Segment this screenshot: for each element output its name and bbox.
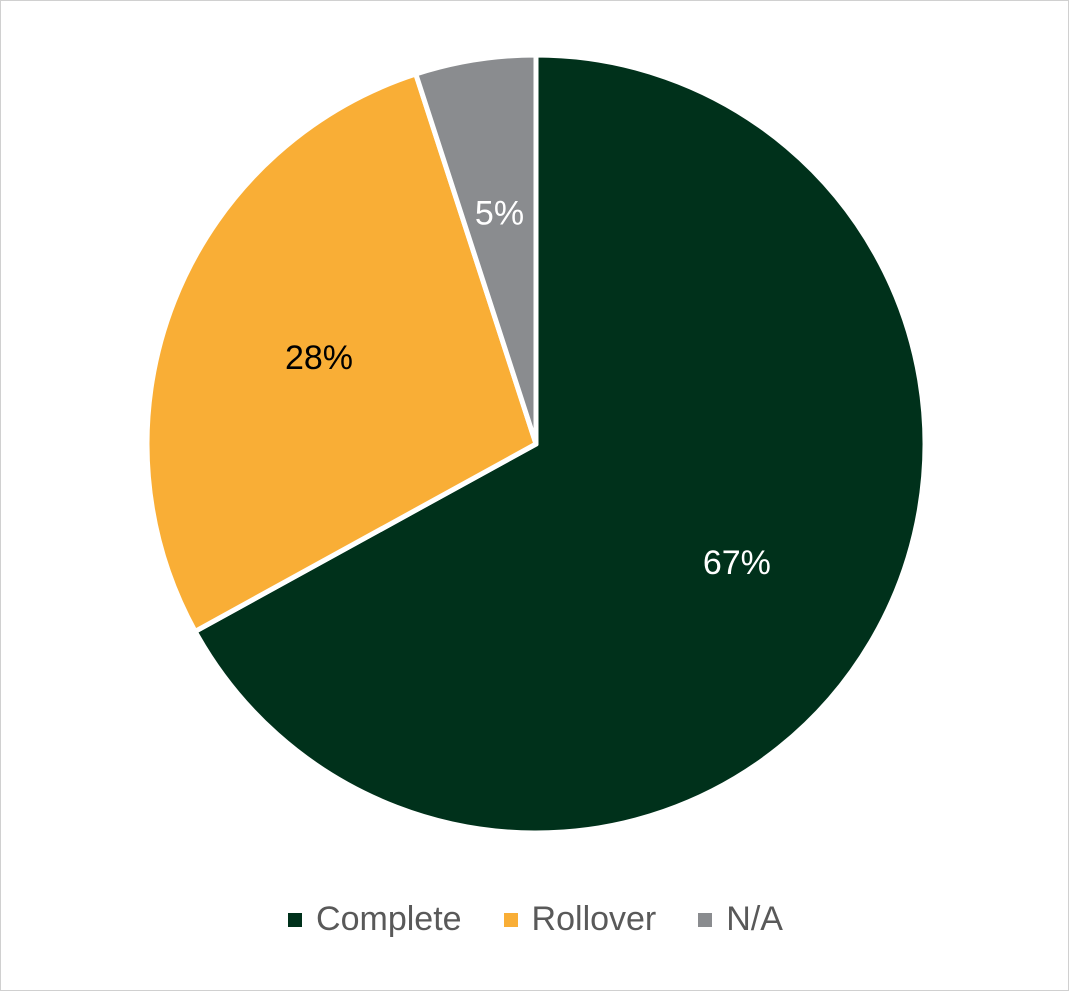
data-label-complete: 67% [703, 544, 771, 582]
pie-slice-complete [192, 52, 928, 836]
legend-label-complete: Complete [316, 900, 462, 938]
slice-labels: 67% 28% 5% [285, 194, 771, 581]
legend-swatch-complete [288, 912, 303, 927]
legend: Complete Rollover N/A [0, 900, 1071, 939]
legend-item-complete: Complete [288, 900, 462, 939]
pie-slice-rollover [144, 71, 539, 634]
legend-label-na: N/A [726, 900, 783, 938]
legend-swatch-rollover [503, 912, 518, 927]
pie-slices [144, 52, 928, 836]
legend-item-na: N/A [698, 900, 783, 939]
data-label-n-a: 5% [475, 194, 524, 232]
legend-swatch-na [698, 912, 713, 927]
data-label-rollover: 28% [285, 339, 353, 377]
legend-label-rollover: Rollover [531, 900, 657, 938]
pie-slice-n-a [413, 52, 539, 447]
legend-item-rollover: Rollover [503, 900, 657, 939]
